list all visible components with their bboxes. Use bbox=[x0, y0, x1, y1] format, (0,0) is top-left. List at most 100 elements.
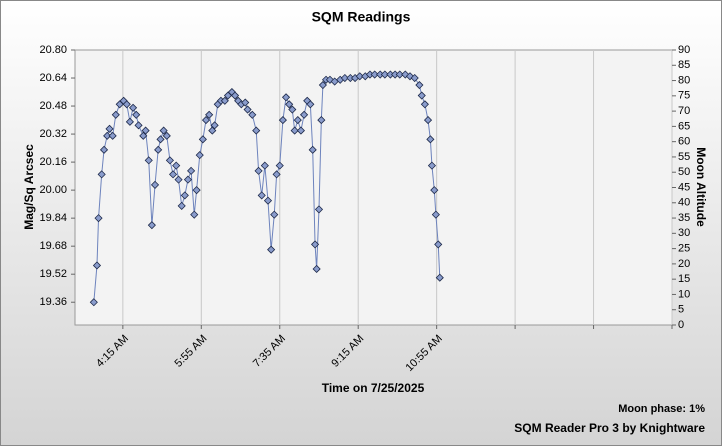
y-tick-label: 20.32 bbox=[39, 128, 67, 140]
y2-tick-label: 25 bbox=[678, 243, 690, 255]
data-point bbox=[290, 126, 299, 135]
data-point bbox=[150, 180, 160, 189]
data-point bbox=[435, 273, 444, 282]
data-point bbox=[180, 191, 189, 200]
y2-tick-label: 50 bbox=[678, 166, 690, 178]
y-tick-label: 19.52 bbox=[39, 268, 67, 280]
data-point bbox=[318, 80, 327, 90]
data-point bbox=[187, 166, 196, 175]
data-point bbox=[190, 210, 199, 219]
y-tick-label: 19.84 bbox=[39, 212, 67, 224]
data-point bbox=[125, 117, 134, 126]
data-point bbox=[310, 240, 320, 249]
y-tick-label: 19.68 bbox=[39, 240, 67, 252]
y2-tick-label: 85 bbox=[678, 59, 690, 71]
data-point bbox=[132, 110, 141, 119]
data-point bbox=[288, 105, 297, 114]
data-point bbox=[248, 110, 257, 119]
data-point bbox=[312, 264, 321, 274]
data-point bbox=[410, 73, 419, 83]
y2-tick-label: 0 bbox=[678, 319, 684, 331]
data-point bbox=[417, 91, 426, 100]
data-point bbox=[340, 73, 349, 83]
data-point bbox=[210, 121, 219, 130]
y2-tick-label: 35 bbox=[678, 212, 690, 224]
data-point bbox=[278, 115, 287, 125]
data-point bbox=[195, 151, 204, 160]
data-point bbox=[427, 161, 437, 170]
data-point bbox=[423, 115, 433, 125]
data-point bbox=[260, 161, 269, 170]
data-point bbox=[380, 70, 389, 79]
data-point bbox=[103, 131, 112, 140]
data-point bbox=[314, 205, 324, 214]
data-point bbox=[201, 115, 211, 125]
y2-tick-label: 15 bbox=[678, 273, 690, 285]
y-tick-label: 19.36 bbox=[39, 296, 67, 308]
data-point bbox=[281, 93, 291, 102]
data-point bbox=[89, 298, 98, 307]
y2-tick-label: 70 bbox=[678, 105, 690, 117]
data-point bbox=[431, 210, 440, 219]
data-point bbox=[99, 145, 109, 154]
data-point bbox=[134, 121, 143, 130]
data-point bbox=[300, 110, 309, 119]
data-point bbox=[177, 201, 186, 210]
data-point bbox=[162, 131, 171, 140]
y2-tick-label: 30 bbox=[678, 227, 690, 239]
data-point bbox=[144, 156, 153, 165]
data-point bbox=[355, 72, 364, 81]
data-point bbox=[285, 100, 294, 109]
data-point bbox=[275, 161, 284, 170]
y2-tick-label: 20 bbox=[678, 258, 690, 270]
data-point bbox=[156, 135, 165, 144]
data-point bbox=[230, 91, 240, 100]
data-point bbox=[426, 135, 435, 144]
y2-tick-label: 45 bbox=[678, 181, 690, 193]
data-point bbox=[208, 126, 217, 135]
data-point bbox=[434, 240, 443, 249]
data-point bbox=[296, 126, 305, 135]
data-point bbox=[306, 100, 315, 109]
data-point bbox=[293, 115, 302, 125]
data-point bbox=[128, 103, 138, 112]
data-point bbox=[165, 156, 174, 165]
y-tick-label: 20.48 bbox=[39, 100, 67, 112]
data-point bbox=[254, 166, 263, 175]
data-point bbox=[401, 70, 410, 79]
data-point bbox=[154, 145, 163, 154]
y2-tick-label: 65 bbox=[678, 120, 690, 132]
data-point bbox=[105, 124, 114, 133]
y-axis-label: Mag/Sq Arcsec bbox=[22, 144, 36, 230]
plot-area bbox=[74, 49, 673, 326]
data-point bbox=[92, 261, 102, 270]
data-point bbox=[205, 110, 214, 119]
data-point bbox=[174, 175, 183, 184]
data-point bbox=[325, 75, 335, 84]
data-point bbox=[122, 100, 131, 109]
data-point bbox=[272, 170, 281, 179]
data-point bbox=[172, 161, 181, 170]
y2-tick-label: 55 bbox=[678, 151, 690, 163]
data-point bbox=[183, 175, 193, 184]
y2-tick-label: 10 bbox=[678, 288, 690, 300]
data-point bbox=[192, 186, 201, 195]
data-point bbox=[370, 70, 379, 79]
y2-tick-label: 90 bbox=[678, 44, 690, 56]
y2-tick-label: 40 bbox=[678, 197, 690, 209]
y-tick-label: 20.64 bbox=[39, 72, 67, 84]
chart-title: SQM Readings bbox=[312, 9, 411, 25]
data-point bbox=[220, 96, 229, 105]
data-point bbox=[420, 100, 429, 109]
data-point bbox=[405, 72, 415, 81]
data-point bbox=[257, 191, 266, 200]
data-point bbox=[241, 98, 250, 107]
data-point bbox=[147, 221, 156, 230]
moon-phase: Moon phase: 1% bbox=[618, 403, 705, 415]
y2-tick-label: 5 bbox=[678, 304, 684, 316]
data-point bbox=[243, 105, 252, 114]
data-point bbox=[270, 210, 279, 219]
y-tick-label: 20.80 bbox=[39, 44, 67, 56]
data-point bbox=[159, 126, 168, 135]
footer: SQM Reader Pro 3 by Knightware bbox=[514, 421, 705, 435]
